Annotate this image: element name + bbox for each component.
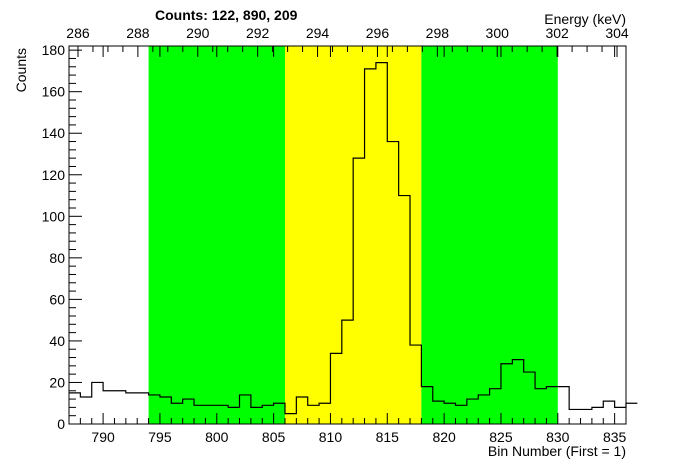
energy-tick-label: 300	[486, 25, 510, 41]
energy-tick-label: 298	[426, 25, 450, 41]
x-tick-label: 835	[603, 429, 627, 445]
energy-tick-label: 302	[545, 25, 569, 41]
energy-tick-label: 288	[126, 25, 150, 41]
region-background-left	[148, 46, 285, 424]
energy-tick-label: 304	[605, 25, 629, 41]
x-tick-label: 805	[262, 429, 286, 445]
energy-tick-label: 294	[306, 25, 330, 41]
chart-title: Counts: 122, 890, 209	[155, 7, 298, 23]
x-tick-label: 820	[432, 429, 456, 445]
region-background-right	[421, 46, 558, 424]
x-tick-label: 795	[148, 429, 172, 445]
top-axis-label: Energy (keV)	[544, 11, 626, 27]
y-tick-label: 140	[42, 125, 66, 141]
energy-tick-label: 292	[246, 25, 270, 41]
y-tick-label: 160	[42, 84, 66, 100]
y-tick-label: 60	[49, 291, 65, 307]
y-tick-label: 40	[49, 333, 65, 349]
x-tick-label: 830	[546, 429, 570, 445]
x-tick-label: 815	[376, 429, 400, 445]
x-axis-label: Bin Number (First = 1)	[488, 443, 626, 459]
energy-tick-label: 290	[186, 25, 210, 41]
y-tick-label: 20	[49, 374, 65, 390]
y-tick-label: 0	[57, 416, 65, 432]
histogram-line	[69, 62, 638, 415]
x-tick-label: 790	[91, 429, 115, 445]
y-tick-label: 100	[42, 208, 66, 224]
y-tick-label: 180	[42, 42, 66, 58]
energy-tick-label: 296	[366, 25, 390, 41]
y-tick-label: 80	[49, 250, 65, 266]
x-tick-label: 810	[319, 429, 343, 445]
x-tick-label: 800	[205, 429, 229, 445]
y-tick-label: 120	[42, 167, 66, 183]
y-axis-label: Counts	[13, 48, 29, 92]
x-tick-label: 825	[489, 429, 513, 445]
energy-tick-label: 286	[66, 25, 90, 41]
